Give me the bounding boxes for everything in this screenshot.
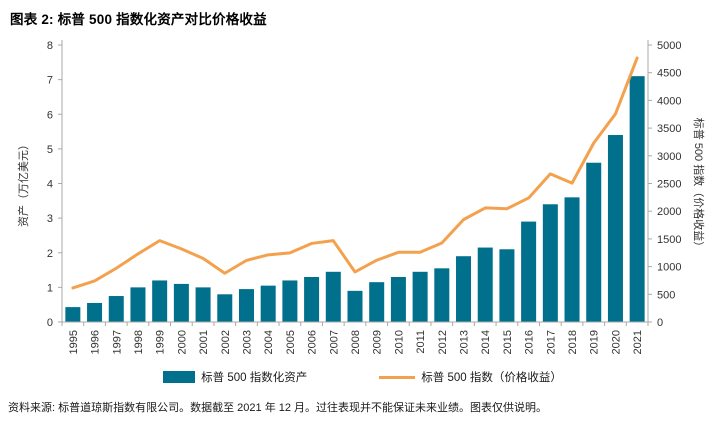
x-axis-year-label: 2017 (545, 330, 557, 354)
legend-item-indexed-assets: 标普 500 指数化资产 (163, 369, 307, 385)
left-axis-tick-label: 8 (47, 40, 53, 52)
bar-2012 (434, 268, 450, 322)
x-axis-year-label: 2010 (393, 330, 405, 354)
chart-plot-area: 0 1 2 3 4 5 6 7 8 0 500 1000 1500 2000 2500 3000 3500 400… (47, 40, 681, 354)
bar-2011 (412, 271, 428, 322)
right-axis-tick-label: 2500 (657, 179, 681, 191)
left-axis-tick-label: 0 (47, 317, 53, 329)
x-axis-year-label: 2011 (415, 330, 427, 354)
x-axis-year-label: 2001 (198, 330, 210, 354)
source-note: 资料来源: 标普道琼斯指数有限公司。数据截至 2021 年 12 月。过往表现并… (8, 402, 548, 414)
x-axis-year-label: 1999 (155, 330, 167, 354)
legend-item-price-return: 标普 500 指数（价格收益） (379, 369, 562, 385)
right-axis-tick-label: 500 (657, 289, 675, 301)
x-axis-year-label: 1997 (111, 330, 123, 354)
right-axis-tick-label: 3500 (657, 123, 681, 135)
bar-1998 (130, 287, 146, 322)
x-axis-year-label: 2020 (610, 330, 622, 354)
x-axis-year-label: 2021 (632, 330, 644, 354)
x-axis-year-label: 2009 (372, 330, 384, 354)
bar-1997 (108, 296, 124, 322)
price-return-line (71, 56, 639, 290)
bar-2019 (586, 162, 602, 322)
legend-label-indexed-assets: 标普 500 指数化资产 (201, 372, 308, 384)
left-axis-tick-label: 5 (47, 144, 53, 156)
bar-1995 (65, 307, 81, 322)
x-axis-year-label: 2004 (263, 330, 275, 354)
chart-title: 图表 2: 标普 500 指数化资产对比价格收益 (10, 12, 267, 27)
right-axis-tick-label: 1500 (657, 234, 681, 246)
bar-2014 (477, 247, 493, 322)
x-axis-year-label: 2016 (524, 330, 536, 354)
left-axis-tick-label: 7 (47, 75, 53, 87)
x-axis-year-label: 1998 (133, 330, 145, 354)
right-axis-title: 标普 500 指数（价格收益） (692, 117, 704, 253)
x-axis-year-label: 2013 (459, 330, 471, 354)
bar-2001 (195, 287, 211, 322)
bar-2002 (217, 294, 233, 322)
right-axis-tick-label: 2000 (657, 206, 681, 218)
right-axis-tick-label: 3000 (657, 151, 681, 163)
left-axis-tick-label: 4 (47, 179, 53, 191)
x-axis-year-label: 2014 (480, 330, 492, 354)
bar-2017 (542, 204, 558, 322)
left-axis-tick-label: 2 (47, 248, 53, 260)
bar-2000 (173, 283, 189, 322)
x-axis-year-label: 2007 (328, 330, 340, 354)
x-axis-year-label: 2003 (241, 330, 253, 354)
x-axis-year-label: 2000 (176, 330, 188, 354)
x-axis-year-label: 2005 (285, 330, 297, 354)
left-axis-tick-label: 1 (47, 282, 53, 294)
bar-1999 (152, 280, 168, 322)
bar-2020 (607, 135, 623, 322)
bar-1996 (87, 302, 103, 322)
bar-2003 (238, 289, 254, 322)
x-axis-year-label: 2018 (567, 330, 579, 354)
bar-2009 (369, 282, 385, 322)
x-axis-year-label: 2019 (589, 330, 601, 354)
bar-2005 (282, 280, 298, 322)
x-axis-year-label: 2002 (220, 330, 232, 354)
bar-2013 (456, 256, 472, 322)
x-axis-year-label: 2008 (350, 330, 362, 354)
x-axis-year-label: 1995 (68, 330, 80, 354)
x-axis-year-label: 2012 (437, 330, 449, 354)
left-axis-tick-label: 3 (47, 213, 53, 225)
x-axis-year-label: 1996 (90, 330, 102, 354)
bar-2015 (499, 249, 515, 322)
bar-2018 (564, 197, 580, 322)
right-axis-tick-label: 5000 (657, 40, 681, 52)
legend: 标普 500 指数化资产 标普 500 指数（价格收益） (0, 369, 725, 385)
bar-2010 (390, 276, 406, 322)
left-axis-title: 资产（万亿美元） (18, 139, 30, 227)
x-axis-year-label: 2015 (502, 330, 514, 354)
bar-2007 (325, 271, 341, 322)
bar-series-swatch-icon (163, 371, 196, 383)
bar-2008 (347, 290, 363, 322)
legend-label-price-return: 标普 500 指数（价格收益） (421, 372, 562, 384)
right-axis-tick-label: 4000 (657, 95, 681, 107)
bar-2016 (521, 221, 537, 322)
bar-2006 (304, 276, 320, 322)
left-axis-tick-label: 6 (47, 109, 53, 121)
right-axis-tick-label: 0 (657, 317, 663, 329)
right-axis-tick-label: 1000 (657, 262, 681, 274)
x-axis-year-label: 2006 (307, 330, 319, 354)
right-axis-tick-label: 4500 (657, 68, 681, 80)
line-series-swatch-icon (379, 375, 416, 379)
bar-2004 (260, 285, 276, 322)
bar-2021 (629, 76, 645, 322)
